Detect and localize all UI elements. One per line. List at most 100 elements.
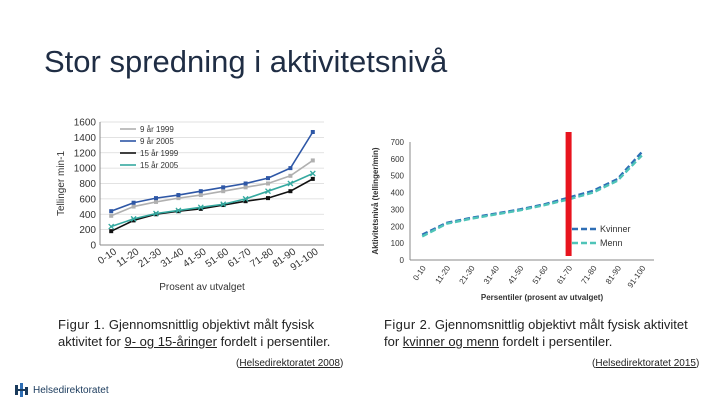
data-point (175, 207, 182, 214)
legend-label: 15 år 2005 (140, 161, 179, 170)
data-point (265, 188, 271, 195)
data-point (154, 196, 158, 201)
y-tick-label: 1200 (74, 148, 97, 159)
data-point (108, 223, 115, 230)
y-tick-label: 0 (90, 241, 96, 252)
data-point (243, 185, 248, 190)
figure-2-text-a: Gjennomsnittlig objektivt målt fysisk ak… (384, 317, 688, 349)
data-point (221, 185, 226, 190)
data-point (153, 210, 159, 217)
x-tick-label: 11-20 (433, 264, 452, 286)
y-tick-label: 1000 (74, 164, 97, 175)
data-point (130, 215, 137, 222)
y-tick-label: 100 (391, 239, 405, 248)
x-tick-label: 21-30 (458, 264, 477, 286)
y-tick-label: 200 (79, 225, 96, 236)
data-point (310, 129, 315, 134)
figure-2-source-open: ( (592, 358, 596, 369)
figure-1-underlined: 9- og 15-åringer (124, 334, 217, 349)
series-line (421, 154, 643, 238)
data-point (310, 158, 315, 163)
data-point (109, 229, 114, 234)
legend-label: Kvinner (600, 224, 631, 234)
legend-label: Menn (600, 238, 623, 248)
data-point (198, 206, 203, 211)
data-point (198, 193, 203, 198)
data-point (288, 189, 293, 194)
x-tick-label: 61-70 (555, 264, 574, 286)
data-point (109, 213, 114, 218)
data-point (288, 166, 293, 171)
y-tick-label: 700 (391, 138, 405, 147)
y-tick-label: 600 (79, 194, 96, 205)
x-tick-label: 91-100 (626, 264, 648, 290)
figure-1-text-b: fordelt i persentiler. (216, 334, 331, 349)
data-point (243, 199, 248, 204)
data-point (266, 176, 270, 181)
x-tick-label: 71-80 (248, 246, 276, 270)
x-tick-label: 0-10 (411, 264, 428, 283)
legend-label: 9 år 1999 (140, 125, 174, 134)
figure-2-text-b: fordelt i persentiler. (498, 334, 613, 349)
figure-2-label: Figur 2. (384, 317, 432, 332)
data-point (197, 204, 204, 211)
chart-2: 0 100 200 300 400 500 600 700 0-10 11-20 21-30 31-4… (371, 132, 654, 302)
figure-1-label: Figur 1. (58, 317, 106, 332)
highlight-marker (565, 132, 572, 256)
data-point (288, 173, 293, 178)
data-point (176, 193, 181, 198)
data-point (221, 189, 226, 194)
x-tick-label: 51-60 (531, 264, 550, 286)
figure-2-caption: Figur 2. Gjennomsnittlig objektivt målt … (384, 316, 704, 350)
y-tick-label: 800 (79, 179, 96, 190)
helsedirektoratet-logo-icon (15, 383, 28, 397)
x-tick-label: 31-40 (159, 246, 187, 270)
logo: Helsedirektoratet (14, 383, 109, 397)
x-tick-label: 31-40 (482, 264, 501, 286)
data-point (109, 209, 114, 214)
data-point (131, 204, 136, 209)
y-tick-label: 200 (391, 222, 405, 231)
figure-2-source-link[interactable]: Helsedirektoratet 2015 (595, 358, 696, 369)
series-line (110, 131, 314, 212)
x-tick-label: 81-90 (604, 264, 623, 286)
data-point (266, 181, 270, 186)
figure-1-source-open: ( (236, 358, 240, 369)
y-tick-label: 1400 (74, 133, 97, 144)
figure-2-source-close: ) (695, 358, 700, 369)
series-line (110, 172, 314, 228)
chart-1: 020040060080010001200140016000-1011-2021… (56, 118, 324, 293)
y-tick-label: 0 (400, 256, 405, 265)
x-axis-label: Prosent av utvalget (159, 282, 245, 293)
data-point (220, 201, 227, 208)
figure-1-caption: Figur 1. Gjennomsnittlig objektivt målt … (58, 316, 358, 350)
figure-1-source-close: ) (339, 358, 344, 369)
logo-text: Helsedirektoratet (33, 384, 109, 396)
data-point (154, 199, 158, 204)
y-tick-label: 400 (391, 189, 405, 198)
data-point (242, 195, 249, 202)
figure-1-source: (Helsedirektoratet 2008) (236, 358, 343, 369)
data-point (198, 189, 203, 194)
x-tick-label: 61-70 (226, 246, 254, 270)
x-tick-label: 41-50 (181, 246, 209, 270)
data-point (287, 180, 294, 187)
x-tick-label: 71-80 (580, 264, 599, 286)
series-line (110, 178, 314, 232)
series-line (110, 159, 314, 217)
data-point (176, 196, 181, 201)
y-tick-label: 300 (391, 205, 405, 214)
data-point (131, 218, 136, 223)
data-point (266, 196, 270, 201)
data-point (243, 181, 248, 186)
x-tick-label: 11-20 (115, 246, 142, 270)
data-point (131, 200, 136, 205)
figure-2-underlined: kvinner og menn (402, 334, 499, 349)
figure-2-source: (Helsedirektoratet 2015) (592, 358, 699, 369)
figure-1-source-link[interactable]: Helsedirektoratet 2008 (239, 358, 340, 369)
legend-label: 9 år 2005 (140, 137, 174, 146)
slide-title: Stor spredning i aktivitetsnivå (44, 44, 448, 79)
x-axis-label: Persentiler (prosent av utvalget) (481, 293, 604, 302)
figure-1-text-a: Gjennomsnittlig objektivt målt fysisk ak… (58, 317, 315, 349)
data-point (309, 170, 316, 177)
